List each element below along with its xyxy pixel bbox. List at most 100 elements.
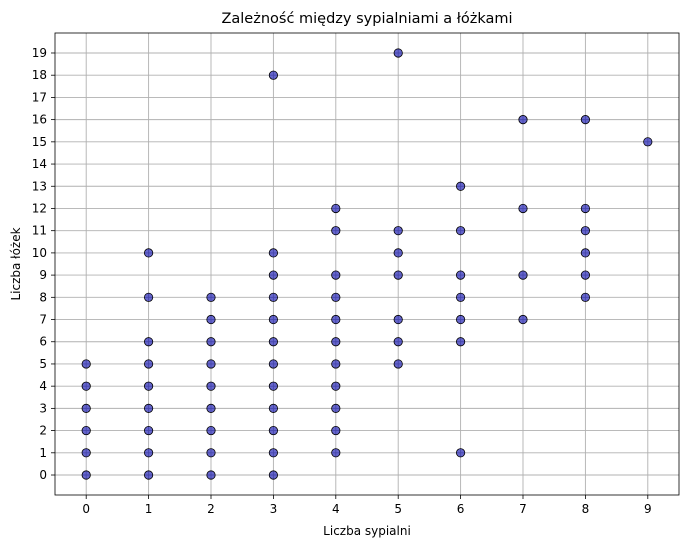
data-point: [518, 115, 528, 125]
data-point: [331, 337, 341, 347]
x-tick-label: 4: [332, 502, 340, 516]
y-tick-label: 8: [39, 290, 47, 304]
data-point: [393, 248, 403, 258]
data-point: [144, 337, 154, 347]
data-point: [393, 226, 403, 236]
data-point: [268, 403, 278, 413]
data-point: [268, 448, 278, 458]
data-point: [580, 248, 591, 258]
data-point: [331, 314, 341, 325]
y-axis-title: Liczba łóżek: [9, 227, 23, 300]
plot-frame: [54, 32, 680, 496]
data-point: [518, 270, 528, 280]
data-point: [81, 470, 91, 480]
data-point: [518, 203, 528, 214]
data-point: [580, 226, 591, 236]
data-point: [268, 248, 278, 258]
data-point: [518, 314, 528, 325]
data-point: [268, 292, 278, 302]
y-tick-label: 4: [39, 379, 47, 393]
y-tick-label: 11: [32, 224, 47, 238]
x-tick-label: 2: [207, 502, 215, 516]
x-tick-label: 7: [519, 502, 527, 516]
y-tick-label: 6: [39, 335, 47, 349]
data-point: [144, 448, 154, 458]
data-point: [206, 448, 216, 458]
x-tick-label: 0: [82, 502, 90, 516]
data-point: [144, 292, 154, 302]
grid: [55, 33, 679, 495]
y-tick-label: 12: [32, 201, 47, 215]
data-point: [144, 248, 154, 258]
y-tick-label: 10: [32, 246, 47, 260]
data-point: [144, 425, 154, 436]
y-tick-label: 17: [32, 90, 47, 104]
data-point: [268, 359, 278, 369]
data-point: [206, 359, 216, 369]
y-tick-label: 0: [39, 468, 47, 482]
data-point: [331, 359, 341, 369]
data-point: [393, 359, 403, 369]
data-point: [580, 203, 591, 214]
y-tick-label: 3: [39, 401, 47, 415]
data-point: [268, 70, 278, 80]
data-point: [268, 470, 278, 480]
data-point: [331, 381, 341, 391]
data-point: [81, 403, 91, 413]
y-tick-label: 13: [32, 179, 47, 193]
x-tick-label: 8: [582, 502, 590, 516]
x-tick-label: 5: [394, 502, 402, 516]
data-point: [455, 181, 466, 191]
data-point: [268, 337, 278, 347]
data-points: [81, 48, 653, 480]
data-point: [81, 448, 91, 458]
data-point: [331, 292, 341, 302]
data-point: [331, 403, 341, 413]
data-point: [206, 470, 216, 480]
data-point: [144, 470, 154, 480]
data-point: [268, 314, 278, 325]
x-tick-label: 9: [644, 502, 652, 516]
y-tick-label: 19: [32, 46, 47, 60]
data-point: [393, 48, 403, 58]
data-point: [580, 115, 591, 125]
data-point: [206, 403, 216, 413]
y-tick-label: 14: [32, 157, 47, 171]
data-point: [206, 292, 216, 302]
x-axis-title: Liczba sypialni: [323, 524, 411, 538]
data-point: [206, 381, 216, 391]
data-point: [331, 448, 341, 458]
data-point: [393, 314, 403, 325]
y-tick-label: 9: [39, 268, 47, 282]
data-point: [268, 270, 278, 280]
y-tick-label: 2: [39, 424, 47, 438]
data-point: [206, 314, 216, 325]
data-point: [331, 270, 341, 280]
data-point: [455, 448, 466, 458]
data-point: [455, 226, 466, 236]
data-point: [268, 425, 278, 436]
data-point: [331, 203, 341, 214]
data-point: [580, 270, 591, 280]
y-tick-label: 5: [39, 357, 47, 371]
y-tick-label: 16: [32, 113, 47, 127]
x-tick-label: 6: [457, 502, 465, 516]
y-tick-label: 15: [32, 135, 47, 149]
data-point: [643, 137, 653, 147]
data-point: [81, 381, 91, 391]
data-point: [206, 337, 216, 347]
data-point: [144, 359, 154, 369]
data-point: [206, 425, 216, 436]
chart-title: Zależność między sypialniami a łóżkami: [221, 11, 512, 27]
data-point: [81, 359, 91, 369]
data-point: [455, 314, 466, 325]
data-point: [455, 337, 466, 347]
data-point: [144, 381, 154, 391]
y-tick-label: 18: [32, 68, 47, 82]
data-point: [455, 270, 466, 280]
data-point: [393, 270, 403, 280]
x-tick-label: 3: [270, 502, 278, 516]
data-point: [331, 425, 341, 436]
